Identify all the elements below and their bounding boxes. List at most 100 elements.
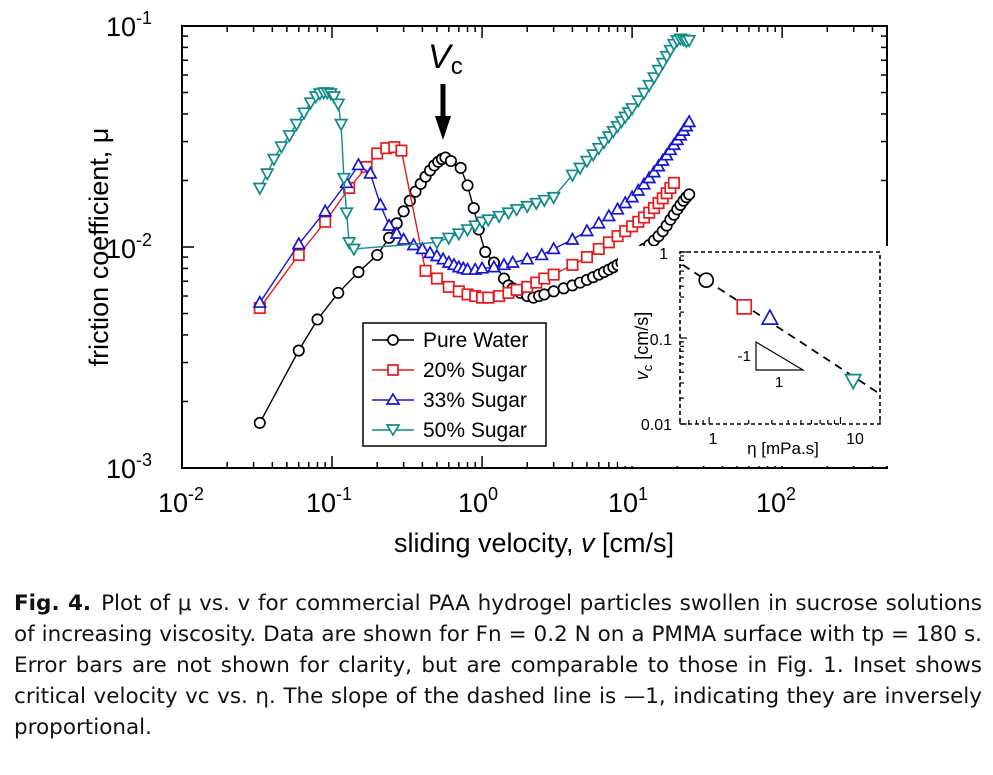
data-point-50-sugar [642,79,657,93]
data-point-33-sugar [396,231,411,245]
data-point-33-sugar [636,176,652,190]
legend-entry-33-sugar: 33% Sugar [372,389,527,412]
data-point-33-sugar [389,225,404,239]
data-point-50-sugar [681,34,697,48]
data-point-33-sugar [422,245,438,259]
data-point-20-sugar [510,283,523,296]
data-point-50-sugar [346,243,362,257]
data-point-50-sugar [266,153,282,167]
data-point-50-sugar [274,141,289,155]
data-point-50-sugar [572,162,588,176]
x-tick-label-1e-2: 10-2 [158,484,204,518]
data-point-20-sugar [592,242,605,255]
inset-data-point-triangle-up [760,308,779,325]
data-point-20-sugar [580,251,593,264]
y-axis-title: friction coefficient, μ [84,128,114,367]
legend: Pure Water 20% Sugar 33% Sugar 50% Sugar [362,322,547,447]
data-point-20-sugar [547,268,560,281]
data-point-pure-water [352,266,365,279]
data-point-50-sugar [636,87,652,101]
main-series-group [252,33,697,429]
legend-label-pure-water: Pure Water [423,329,528,352]
data-point-33-sugar [610,201,625,215]
legend-label-33-sugar: 33% Sugar [423,389,527,412]
legend-entry-20-sugar: 20% Sugar [372,359,527,382]
data-point-50-sugar [520,200,535,214]
data-point-50-sugar [429,237,445,251]
data-point-20-sugar [667,176,680,189]
inset-x-tick-labels: 1 10 [709,431,864,448]
x-tick-label-1e-1: 10-1 [306,484,352,518]
data-point-50-sugar [565,169,580,183]
data-point-33-sugar [381,217,397,231]
data-point-33-sugar [591,215,606,229]
data-point-pure-water [461,179,474,192]
data-point-50-sugar [460,224,475,238]
legend-marker-triangle-up [385,392,401,405]
data-point-pure-water [397,205,410,218]
vc-annotation: Vc [428,38,463,140]
slope-triangle-shape [755,340,806,371]
x-tick-label-1e1: 101 [608,484,648,518]
data-point-50-sugar [501,207,516,221]
inset-y-tick-0.01: 0.01 [641,417,672,434]
figure-caption: Fig. 4. Plot of μ vs. v for commercial PA… [14,588,982,743]
legend-marker-circle [387,334,399,346]
data-point-pure-water [253,416,266,429]
data-point-33-sugar [318,203,333,217]
data-point-33-sugar [252,294,267,308]
inset-y-axis-title: vc [cm/s] [632,312,655,381]
data-point-50-sugar [631,95,646,109]
inset-axis-ticks [679,251,881,425]
slope-label-vertical: -1 [738,348,751,365]
data-point-50-sugar [252,182,267,196]
data-point-33-sugar [351,157,366,171]
data-point-50-sugar [624,103,640,117]
data-point-20-sugar [602,236,615,249]
data-point-50-sugar [468,220,483,234]
data-point-50-sugar [585,149,601,163]
data-point-20-sugar [482,291,495,304]
data-point-50-sugar [579,155,595,169]
data-point-pure-water [547,285,560,298]
inset-y-tick-0.1: 0.1 [650,332,672,349]
legend-entry-50-sugar: 50% Sugar [372,419,527,442]
data-point-50-sugar [591,142,606,156]
vc-label: Vc [428,38,463,80]
data-point-50-sugar [326,91,342,105]
data-point-33-sugar [681,114,697,128]
data-point-pure-water [479,245,492,258]
data-point-33-sugar [520,251,535,265]
data-point-50-sugar [537,194,552,208]
data-point-20-sugar [566,258,579,271]
data-point-20-sugar [292,248,305,262]
data-point-pure-water [444,154,457,168]
data-point-50-sugar [296,107,312,121]
data-point-20-sugar [430,272,443,285]
data-point-33-sugar [363,165,378,179]
caption-figure-label: Fig. 4. [14,591,92,616]
data-point-pure-water [683,188,696,201]
data-point-33-sugar [631,182,646,196]
inset-x-axis-title: η [mPa.s] [747,439,819,458]
data-point-33-sugar [415,241,430,255]
inset-x-tick-10: 10 [846,431,864,448]
data-point-pure-water [467,202,480,215]
slope-label-horizontal: 1 [775,374,783,391]
inset-series-group [682,264,881,395]
slope-triangle: -1 1 [738,340,806,391]
data-point-50-sugar [339,207,354,221]
data-point-50-sugar [451,228,466,242]
data-point-33-sugar [486,259,502,273]
y-tick-label-1e-1: 10-1 [106,8,152,42]
data-point-50-sugar [336,172,352,186]
data-point-20-sugar [419,264,432,277]
data-point-33-sugar [474,260,490,274]
data-point-20-sugar [395,144,408,157]
legend-marker-triangle-down [385,424,401,437]
data-point-pure-water [332,286,345,299]
data-point-50-sugar [646,72,662,86]
data-point-50-sugar [303,97,318,111]
friction-chart-figure: 10-1 10-2 10-3 10-2 10-1 100 101 102 sli… [84,8,888,558]
x-tick-label-1e2: 102 [756,484,796,518]
